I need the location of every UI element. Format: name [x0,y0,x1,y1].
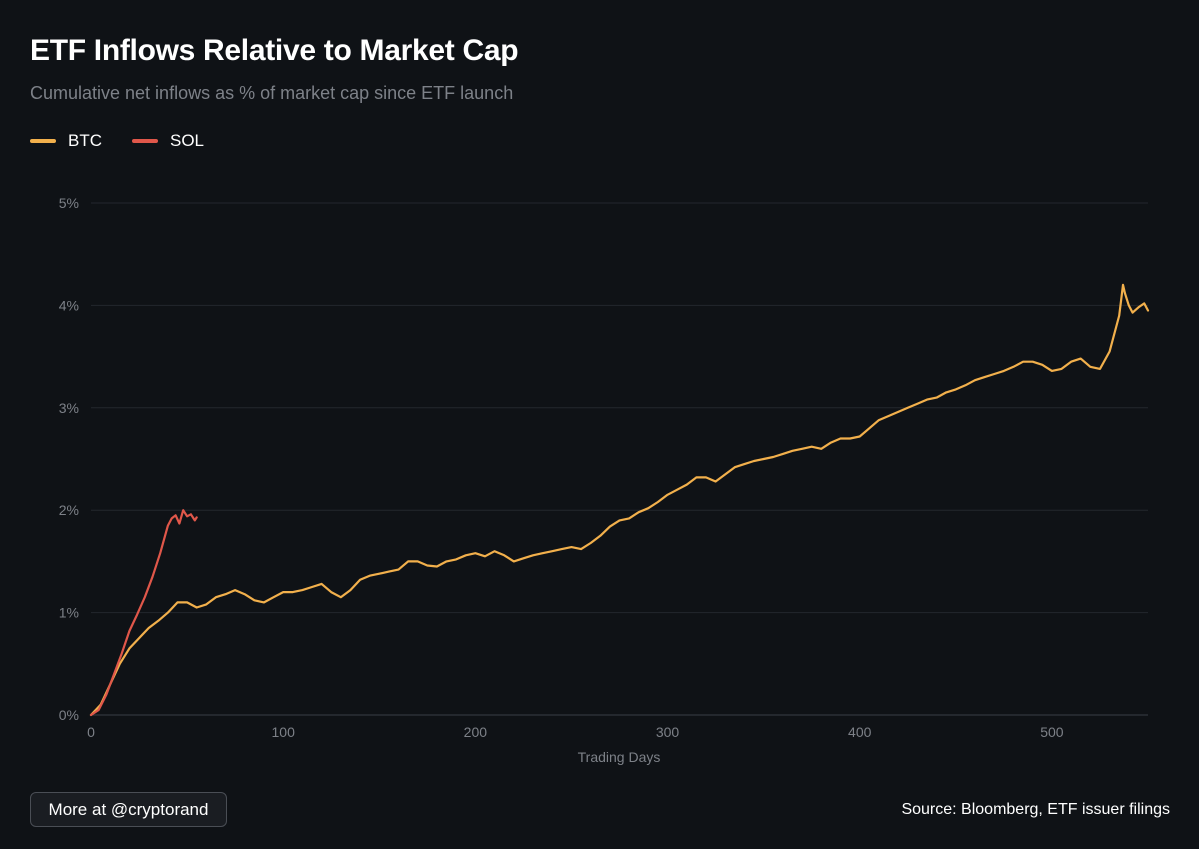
more-at-button[interactable]: More at @cryptorand [30,792,227,827]
legend-label-sol: SOL [170,131,205,150]
y-tick-label: 5% [59,195,79,211]
x-tick-label: 100 [272,724,296,740]
chart-subtitle: Cumulative net inflows as % of market ca… [30,83,514,103]
legend: BTC SOL [30,131,204,151]
series-line-btc [89,283,1150,717]
x-tick-label: 400 [848,724,872,740]
source-note: Source: Bloomberg, ETF issuer filings [901,801,1170,818]
x-tick-label: 300 [656,724,680,740]
line-chart: 0% 1% 2% 3% 4% 5% 0 100 200 300 400 500 Trading Days [59,195,1150,765]
y-tick-label: 0% [59,707,79,723]
legend-item-sol: SOL [132,131,204,151]
x-tick-label: 200 [464,724,488,740]
legend-swatch-sol [132,139,158,143]
legend-swatch-btc [30,139,56,143]
x-tick-label: 500 [1040,724,1064,740]
legend-item-btc: BTC [30,131,102,151]
y-tick-label: 4% [59,297,79,313]
y-tick-label: 1% [59,605,79,621]
legend-label-btc: BTC [68,131,102,150]
series-line-sol [89,509,198,717]
x-tick-label: 0 [87,724,95,740]
y-tick-label: 2% [59,502,79,518]
chart-title: ETF Inflows Relative to Market Cap [30,34,519,67]
y-tick-label: 3% [59,400,79,416]
x-axis-label: Trading Days [578,749,661,765]
